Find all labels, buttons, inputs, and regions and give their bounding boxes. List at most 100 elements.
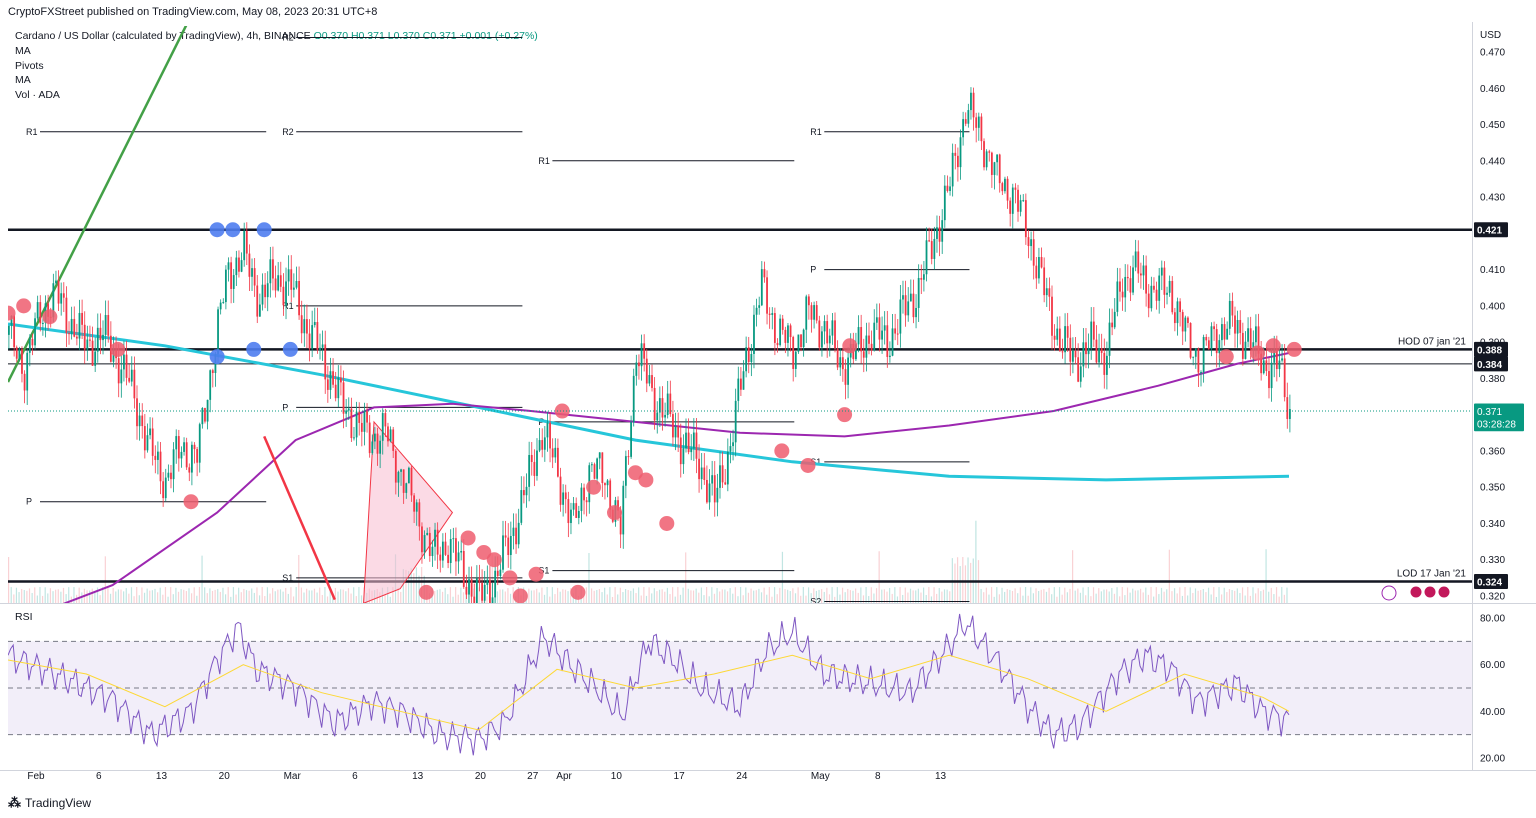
volume-bar [875, 588, 878, 603]
marker-red [1218, 349, 1234, 365]
price-tag-label: 0.371 [1477, 407, 1502, 418]
candle-body [298, 280, 300, 316]
volume-bar [379, 592, 381, 603]
volume-bar [107, 587, 109, 603]
volume-bar [538, 592, 540, 603]
volume-bar [217, 589, 219, 603]
candle-body [627, 456, 630, 458]
volume-bar [28, 588, 31, 603]
candle-body [201, 408, 204, 425]
candle-body [1069, 337, 1072, 362]
volume-bar [290, 587, 292, 603]
footer-logo-text: TradingView [25, 796, 92, 810]
volume-bar [622, 592, 624, 603]
volume-bar [120, 589, 122, 603]
candle-body [1082, 342, 1085, 367]
volume-bar [1066, 592, 1068, 603]
volume-bar [700, 587, 702, 603]
candle-body [773, 313, 776, 343]
candle-body [269, 259, 272, 284]
candle-body [81, 312, 83, 325]
candle-body [441, 541, 444, 561]
volume-bar [1043, 589, 1045, 603]
candle-body [800, 334, 802, 348]
volume-bar [62, 587, 65, 603]
volume-bar [862, 595, 865, 603]
candle-body [946, 185, 949, 191]
volume-bar [245, 590, 248, 603]
volume-bar [1268, 591, 1270, 603]
candle-body [133, 369, 136, 399]
candle-body [434, 529, 436, 547]
volume-bar [831, 587, 833, 603]
legend-indicator-volume[interactable]: Vol · ADA [15, 89, 60, 102]
volume-bar [1077, 588, 1079, 603]
volume-bar [1218, 587, 1220, 603]
candle-body [1275, 349, 1278, 370]
volume-bar [588, 553, 590, 603]
candle-body [138, 415, 141, 427]
volume-bar [1011, 590, 1014, 603]
candle-body [321, 344, 324, 348]
candle-body [713, 475, 716, 503]
candle-body [841, 357, 844, 370]
volume-bar [400, 591, 402, 603]
volume-bar [912, 590, 914, 603]
candle-body [1145, 265, 1148, 294]
volume-bar [1249, 595, 1251, 603]
candle-body [447, 554, 449, 563]
volume-bar [123, 591, 125, 603]
volume-bar [962, 557, 964, 603]
legend-indicator-ma-2[interactable]: MA [15, 74, 31, 87]
volume-bar [143, 592, 146, 603]
candle-body [580, 487, 583, 511]
volume-bar [533, 590, 535, 603]
volume-bar [321, 594, 323, 603]
candle-body [726, 451, 729, 485]
legend-symbol-row[interactable]: Cardano / US Dollar (calculated by Tradi… [15, 29, 538, 44]
footer-brand[interactable]: ⁂ TradingView [8, 795, 91, 811]
price-axis-tick: 0.360 [1480, 446, 1505, 457]
candle-body [326, 379, 329, 390]
price-axis-tick: 0.410 [1480, 265, 1505, 276]
volume-bar [91, 588, 93, 603]
candle-body [337, 377, 340, 399]
volume-bar [191, 593, 193, 603]
volume-bar [313, 588, 316, 603]
candle-body [1255, 326, 1257, 343]
volume-bar [1163, 591, 1165, 603]
volume-bar [624, 589, 627, 603]
pivot-level-label: R2 [282, 32, 294, 42]
legend-indicator-pivots[interactable]: Pivots [15, 59, 44, 72]
volume-bar [243, 588, 245, 603]
volume-bar [272, 588, 274, 603]
candle-body [949, 186, 951, 191]
volume-bar [496, 591, 499, 603]
candle-body [857, 327, 860, 345]
candle-body [248, 253, 251, 277]
volume-bar [1092, 587, 1095, 603]
volume-bar [546, 587, 548, 603]
candle-body [162, 481, 165, 499]
candle-body [347, 408, 350, 411]
marker-red [8, 305, 16, 321]
candle-body [902, 295, 904, 300]
marker-blue [282, 341, 298, 357]
pivot-level-label: S1 [282, 573, 293, 583]
candle-body [345, 410, 348, 414]
candle-body [1187, 317, 1189, 324]
legend-indicator-ma[interactable]: MA [15, 44, 31, 57]
volume-bar [894, 587, 896, 603]
volume-bar [721, 589, 723, 603]
volume-bar [923, 587, 925, 603]
volume-bar [559, 591, 561, 603]
volume-bar [849, 590, 851, 603]
candle-body [520, 490, 523, 523]
candle-body [316, 322, 319, 350]
level-label: HOD 07 jan '21 [1398, 336, 1466, 347]
volume-bar [635, 593, 637, 603]
candle-body [896, 333, 899, 335]
candle-body [672, 414, 674, 438]
candle-body [224, 269, 227, 303]
